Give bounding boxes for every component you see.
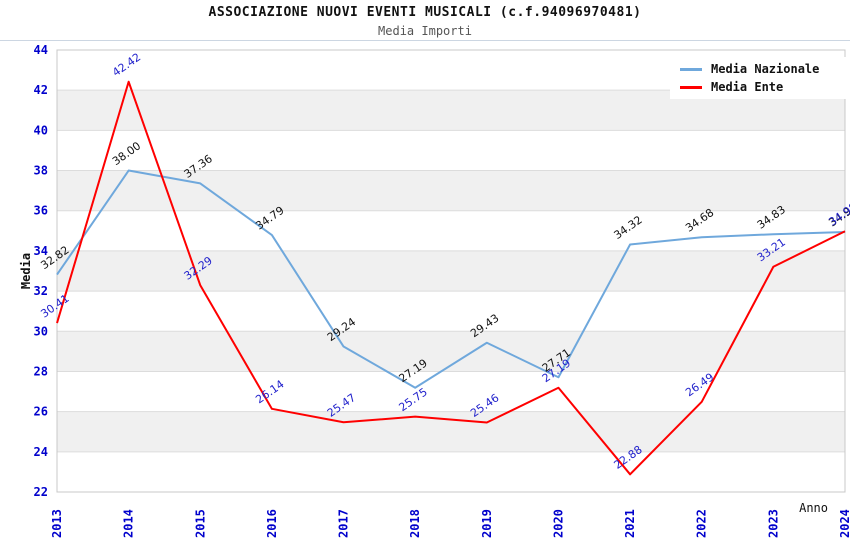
y-tick-label: 30: [34, 324, 48, 338]
legend-swatch-media-ente: [680, 85, 702, 89]
x-tick-label: 2018: [408, 509, 422, 538]
chart-subtitle: Media Importi: [378, 24, 472, 38]
header-divider: [0, 40, 850, 41]
legend-label: Media Ente: [711, 80, 784, 94]
x-tick-label: 2019: [480, 509, 494, 538]
y-tick-label: 24: [34, 445, 48, 459]
data-label-media-nazionale: 38.00: [110, 139, 143, 168]
data-label-media-ente: 42.42: [110, 51, 143, 80]
legend-item-media-nazionale: Media Nazionale: [680, 60, 846, 78]
x-tick-label: 2024: [838, 509, 850, 538]
data-label-media-ente: 26.14: [253, 378, 286, 407]
x-tick-label: 2023: [766, 509, 780, 538]
y-tick-label: 28: [34, 364, 48, 378]
plot-band: [57, 411, 845, 452]
chart-title: ASSOCIAZIONE NUOVI EVENTI MUSICALI (c.f.…: [208, 5, 642, 20]
y-tick-label: 26: [34, 405, 48, 419]
x-tick-label: 2016: [265, 509, 279, 538]
x-tick-label: 2015: [193, 509, 207, 538]
y-tick-label: 32: [34, 284, 48, 298]
y-tick-label: 22: [34, 485, 48, 499]
series-line-media-ente: [56, 80, 846, 476]
y-tick-label: 36: [34, 204, 48, 218]
plot-band: [57, 250, 845, 292]
y-axis-title: Media: [19, 253, 33, 289]
x-tick-label: 2017: [337, 509, 351, 538]
y-tick-label: 34: [34, 244, 48, 258]
chart-legend: Media Nazionale Media Ente: [670, 57, 846, 99]
x-tick-label: 2022: [695, 509, 709, 538]
legend-swatch-media-nazionale: [680, 67, 702, 71]
series-line-media-nazionale: [56, 169, 846, 389]
data-label-media-nazionale: 34.32: [611, 213, 644, 242]
y-tick-label: 38: [34, 164, 48, 178]
x-tick-label: 2013: [50, 509, 64, 538]
x-tick-label: 2021: [623, 509, 637, 538]
y-tick-label: 40: [34, 123, 48, 137]
plot-band: [57, 170, 845, 211]
x-tick-label: 2020: [551, 509, 565, 538]
legend-item-media-ente: Media Ente: [680, 78, 846, 96]
y-tick-label: 42: [34, 83, 48, 97]
y-tick-label: 44: [34, 43, 48, 57]
x-tick-label: 2014: [122, 509, 136, 538]
plot-border: [56, 49, 846, 493]
data-label-media-ente: 25.75: [397, 385, 430, 414]
legend-label: Media Nazionale: [711, 62, 820, 76]
x-axis-title: Anno: [799, 501, 828, 515]
